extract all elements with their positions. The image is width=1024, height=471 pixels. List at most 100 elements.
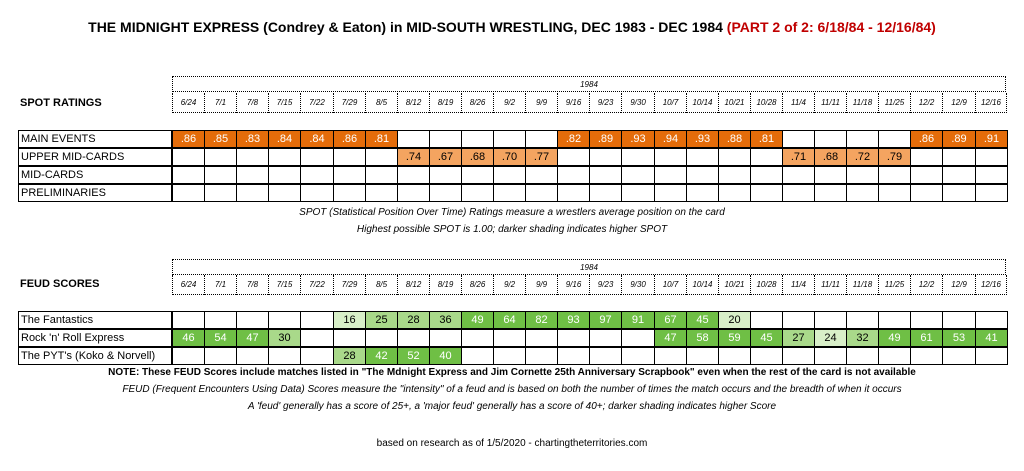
feud-cell: 58 [686, 329, 719, 347]
feud-cell: 82 [525, 311, 558, 329]
spot-cell [429, 184, 462, 202]
spot-cell [461, 130, 494, 148]
spot-cell [557, 184, 590, 202]
spot-cell [846, 166, 879, 184]
spot-cell [942, 148, 976, 166]
spot-cell [654, 166, 687, 184]
feud-cell: 25 [365, 311, 398, 329]
feud-cell [942, 311, 976, 329]
spot-cell [975, 148, 1008, 166]
spot-cell [782, 166, 815, 184]
feud-cell [589, 329, 622, 347]
spot-cell [429, 130, 462, 148]
spot-cell [172, 184, 205, 202]
spot-week-20: 11/11 [814, 93, 846, 113]
spot-cell [397, 184, 430, 202]
feud-week-22: 11/25 [878, 275, 910, 295]
spot-week-4: 7/22 [300, 93, 333, 113]
feud-cell [172, 311, 205, 329]
feud-week-23: 12/2 [910, 275, 942, 295]
spot-cell: .68 [814, 148, 847, 166]
spot-cell [621, 166, 655, 184]
feud-cell [878, 347, 911, 365]
spot-cell [686, 148, 719, 166]
feud-cell [589, 347, 622, 365]
feud-cell [910, 347, 943, 365]
feud-cell [975, 311, 1008, 329]
spot-cell [878, 130, 911, 148]
spot-week-9: 8/26 [461, 93, 493, 113]
spot-cell [814, 130, 847, 148]
feud-cell [525, 347, 558, 365]
feud-cell: 93 [557, 311, 590, 329]
feud-cell [718, 347, 751, 365]
spot-cell [204, 184, 237, 202]
spot-cell [910, 166, 943, 184]
spot-cell: .74 [397, 148, 430, 166]
spot-week-5: 7/29 [333, 93, 365, 113]
feud-cell [814, 311, 847, 329]
feud-week-1: 7/1 [204, 275, 236, 295]
feud-row-label: The Fantastics [18, 311, 172, 329]
feud-week-10: 9/2 [493, 275, 525, 295]
feud-cell [686, 347, 719, 365]
feud-cell: 91 [621, 311, 655, 329]
feud-week-24: 12/9 [942, 275, 975, 295]
feud-cell: 42 [365, 347, 398, 365]
spot-cell [718, 184, 751, 202]
spot-cell: .86 [333, 130, 366, 148]
spot-week-0: 6/24 [172, 93, 204, 113]
spot-week-11: 9/9 [525, 93, 557, 113]
spot-week-19: 11/4 [782, 93, 814, 113]
spot-cell [621, 184, 655, 202]
spot-cell [365, 166, 398, 184]
spot-cell [397, 130, 430, 148]
title-part: (PART 2 of 2: 6/18/84 - 12/16/84) [726, 19, 936, 35]
spot-cell [686, 166, 719, 184]
feud-cell [300, 329, 334, 347]
feud-cell [493, 347, 526, 365]
spot-cell [750, 166, 783, 184]
spot-cell [589, 184, 622, 202]
spot-row-label: MAIN EVENTS [18, 130, 172, 148]
spot-cell [557, 166, 590, 184]
spot-cell: .88 [718, 130, 751, 148]
spot-cell: .83 [236, 130, 269, 148]
feud-cell [268, 347, 301, 365]
spot-cell [750, 184, 783, 202]
spot-cell: .93 [686, 130, 719, 148]
feud-cell: 41 [975, 329, 1008, 347]
footer-text: based on research as of 1/5/2020 - chart… [376, 438, 648, 449]
feud-week-4: 7/22 [300, 275, 333, 295]
spot-cell [300, 148, 334, 166]
page-title: THE MIDNIGHT EXPRESS (Condrey & Eaton) i… [0, 19, 1024, 35]
spot-cell: .89 [589, 130, 622, 148]
feud-cell: 49 [461, 311, 494, 329]
feud-week-0: 6/24 [172, 275, 204, 295]
spot-cell [654, 184, 687, 202]
spot-cell [846, 184, 879, 202]
feud-cell [365, 329, 398, 347]
feud-cell [814, 347, 847, 365]
feud-cell [236, 347, 269, 365]
feud-week-25: 12/16 [975, 275, 1007, 295]
spot-week-14: 9/30 [621, 93, 654, 113]
spot-cell [268, 166, 301, 184]
spot-cell [236, 148, 269, 166]
spot-cell: .84 [300, 130, 334, 148]
feud-cell: 53 [942, 329, 976, 347]
spot-cell [493, 130, 526, 148]
spot-week-3: 7/15 [268, 93, 300, 113]
feud-cell [846, 311, 879, 329]
feud-week-17: 10/21 [718, 275, 750, 295]
feud-cell: 40 [429, 347, 462, 365]
feud-week-18: 10/28 [750, 275, 782, 295]
spot-cell [942, 166, 976, 184]
feud-cell: 45 [686, 311, 719, 329]
feud-week-7: 8/12 [397, 275, 429, 295]
feud-cell: 28 [333, 347, 366, 365]
spot-cell [589, 166, 622, 184]
feud-week-3: 7/15 [268, 275, 300, 295]
spot-cell [525, 184, 558, 202]
